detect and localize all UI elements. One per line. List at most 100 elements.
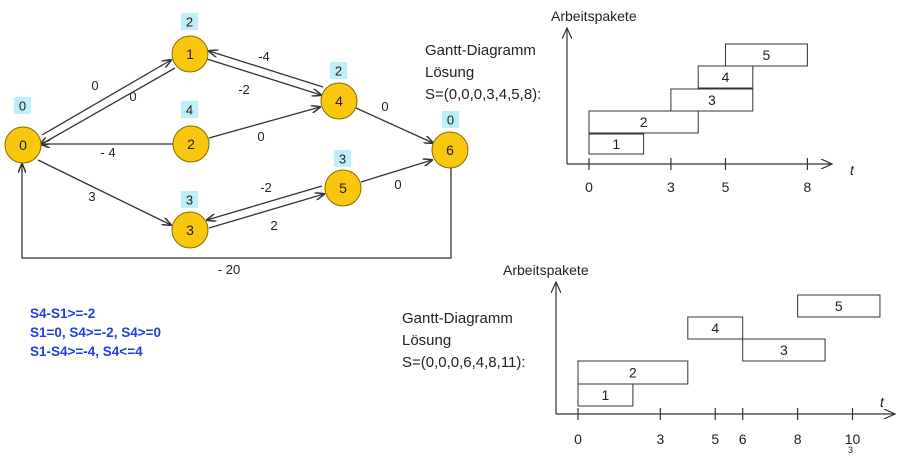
gantt-bar-4 (687, 316, 744, 340)
edge-weight-1-4: -2 (238, 82, 250, 97)
gantt-bar-2 (577, 360, 689, 385)
constraint-line: S1-S4>=-4, S4<=4 (30, 344, 143, 359)
node-3: 3 (171, 211, 209, 249)
x-tick-label: 5 (722, 179, 730, 195)
constraint-line: S1=0, S4>=-2, S4>=0 (30, 325, 161, 340)
edge-weight-2-4: 0 (257, 129, 264, 144)
node-5: 5 (324, 169, 362, 207)
gantt-bar-label: 3 (708, 92, 716, 108)
x-tick-label: 8 (804, 179, 812, 195)
edge-weight-5-3: -2 (260, 180, 272, 195)
edge-weight-1-0: 0 (129, 89, 136, 104)
edge-1-0 (40, 67, 176, 145)
node-label: 3 (186, 222, 194, 238)
gantt-bottom-title-line1: Gantt-Diagramm (402, 310, 513, 327)
constraint-line: S4-S1>=-2 (30, 306, 96, 321)
x-tick-label: 0 (585, 179, 593, 195)
edge-2-4 (208, 107, 320, 139)
gantt-bar-label: 2 (640, 114, 648, 130)
node-2: 2 (172, 125, 210, 163)
gantt-bar-5 (797, 294, 881, 318)
edge-3-5 (208, 194, 324, 229)
gantt-bar-3 (742, 338, 826, 362)
gantt-bar-label: 4 (711, 320, 719, 336)
gantt-top: Gantt-Diagramm Lösung S=(0,0,0,3,4,5,8):… (425, 8, 855, 195)
node-badge: 4 (186, 103, 193, 118)
gantt-bottom: Gantt-Diagramm Lösung S=(0,0,0,6,4,8,11)… (402, 262, 895, 447)
node-0: 0 (4, 126, 42, 164)
gantt-top-ticks: 0 3 5 8 (585, 158, 812, 195)
gantt-bottom-xlabel: t (880, 394, 885, 410)
gantt-top-bars: 1 2 34 5 (588, 43, 808, 155)
network-diagram: 0 0 -2 -4 - 4 0 0 3 2 -2 0 - 20 0 2 4 3 … (4, 13, 469, 277)
edge-4-1 (209, 51, 324, 88)
node-label: 4 (335, 93, 343, 109)
edge-weight-2-0: - 4 (100, 145, 115, 160)
node-badge: 3 (339, 152, 346, 167)
node-6: 6 (431, 131, 469, 169)
gantt-bar-label: 1 (602, 387, 610, 403)
gantt-bar-5 (725, 43, 808, 67)
gantt-bar-label: 4 (722, 69, 730, 85)
x-tick-label: 6 (739, 431, 747, 447)
page-number: 3 (848, 445, 853, 455)
edge-5-6 (360, 160, 432, 183)
node-badge: 2 (335, 64, 342, 79)
gantt-top-xlabel: t (850, 162, 855, 178)
node-label: 5 (339, 180, 347, 196)
gantt-bar-label: 3 (780, 342, 788, 358)
node-badge-bg (181, 191, 198, 208)
gantt-bar-3 (670, 88, 754, 112)
gantt-bar-1 (588, 133, 645, 155)
gantt-bottom-title-line2: Lösung (402, 332, 451, 349)
edge-0-1 (41, 60, 171, 136)
edge-weight-0-3: 3 (88, 189, 95, 204)
gantt-bar-label: 5 (835, 298, 843, 314)
node-1: 1 (171, 35, 209, 73)
node-label: 6 (446, 142, 454, 158)
edge-weight-5-6: 0 (394, 177, 401, 192)
node-badge-bg (14, 97, 31, 114)
constraint-list: S4-S1>=-2 S1=0, S4>=-2, S4>=0 S1-S4>=-4,… (30, 304, 161, 361)
node-label: 0 (19, 137, 27, 153)
edge-6-0 (22, 164, 452, 259)
x-tick-label: 10 (845, 431, 861, 447)
node-badge: 2 (186, 15, 193, 30)
node-badge-bg (330, 62, 347, 79)
edge-weight-4-6: 0 (381, 99, 388, 114)
node-badge-bg (181, 101, 198, 118)
edge-weight-0-1: 0 (91, 78, 98, 93)
edge-weight-6-0: - 20 (218, 262, 240, 277)
node-label: 1 (186, 46, 194, 62)
gantt-top-title-line3: S=(0,0,0,3,4,5,8): (425, 86, 541, 103)
gantt-bar-label: 5 (763, 47, 771, 63)
node-badge-bg (181, 13, 198, 30)
node-badge-bg (442, 111, 459, 128)
gantt-bar-label: 2 (629, 365, 637, 381)
edge-5-3 (207, 185, 323, 220)
x-tick-label: 8 (794, 431, 802, 447)
gantt-bottom-title-line3: S=(0,0,0,6,4,8,11): (402, 354, 526, 371)
node-badge-bg (334, 150, 351, 167)
gantt-top-title-line2: Lösung (425, 64, 474, 81)
edge-weight-4-1: -4 (258, 49, 270, 64)
gantt-bottom-ticks: 0 3 5 6 8 10 (574, 408, 860, 447)
x-tick-label: 3 (656, 431, 664, 447)
gantt-bar-label: 1 (612, 136, 620, 152)
edge-1-4 (206, 58, 321, 95)
gantt-bottom-ylabel: Arbeitspakete (503, 262, 589, 278)
node-label: 2 (187, 136, 195, 152)
gantt-top-ylabel: Arbeitspakete (551, 8, 637, 24)
node-badge: 0 (19, 99, 26, 114)
x-tick-label: 3 (667, 179, 675, 195)
edge-weight-3-5: 2 (270, 218, 277, 233)
node-badge: 0 (447, 113, 454, 128)
edge-0-3 (37, 159, 171, 225)
gantt-bar-2 (588, 110, 699, 134)
x-tick-label: 0 (574, 431, 582, 447)
node-badge: 3 (186, 193, 193, 208)
x-tick-label: 5 (711, 431, 719, 447)
edge-4-6 (355, 107, 433, 143)
gantt-top-title-line1: Gantt-Diagramm (425, 42, 536, 59)
